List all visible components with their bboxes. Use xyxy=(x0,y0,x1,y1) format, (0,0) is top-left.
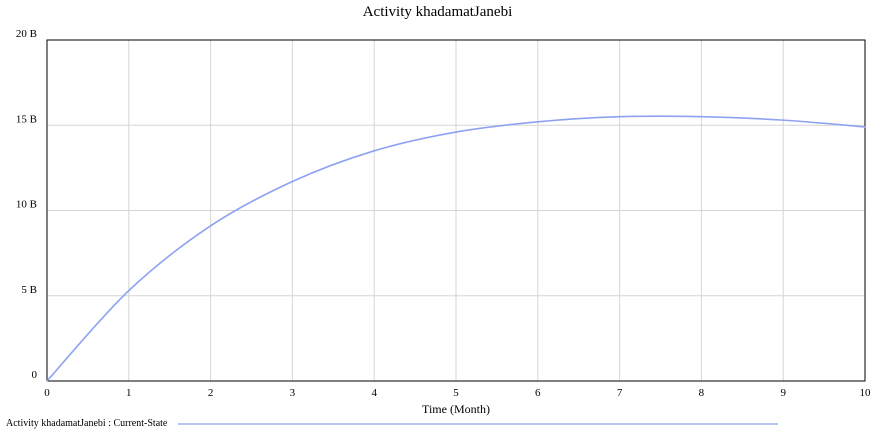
y-tick-label: 5 B xyxy=(21,284,37,296)
data-point xyxy=(209,225,212,227)
y-tick-label: 15 B xyxy=(16,113,37,125)
data-point xyxy=(618,115,621,118)
x-axis-label: Time (Month) xyxy=(422,402,490,416)
data-point xyxy=(128,289,130,292)
x-tick-label: 8 xyxy=(699,387,705,399)
y-tick-label: 20 B xyxy=(16,28,37,40)
chart-title: Activity khadamatJanebi xyxy=(362,4,513,20)
x-tick-label: 3 xyxy=(290,387,296,399)
data-point xyxy=(700,115,703,118)
x-tick-label: 10 xyxy=(860,387,872,399)
data-point xyxy=(864,126,866,128)
y-tick-label: 10 B xyxy=(16,199,37,211)
series-line xyxy=(46,115,866,382)
x-tick-label: 0 xyxy=(44,387,50,399)
y-tick-label: 0 xyxy=(32,369,38,381)
x-tick-label: 9 xyxy=(780,387,786,399)
gridlines xyxy=(47,40,865,381)
data-point xyxy=(373,150,376,152)
x-tick-label: 1 xyxy=(126,387,132,399)
x-tick-label: 6 xyxy=(535,387,541,399)
series-lines xyxy=(46,115,866,382)
data-point xyxy=(291,180,294,183)
data-point xyxy=(46,380,48,382)
legend: Activity khadamatJanebi : Current-State xyxy=(6,418,778,434)
tick-labels: 0 1 2 3 4 5 6 7 8 9 10 0 5 B 10 B 15 B 20 B xyxy=(16,28,871,399)
x-tick-label: 4 xyxy=(371,387,377,399)
legend-label: Activity khadamatJanebi : Current-State xyxy=(6,418,168,429)
x-tick-label: 2 xyxy=(208,387,214,399)
data-point xyxy=(782,119,784,121)
data-point xyxy=(537,121,539,123)
data-point xyxy=(455,131,457,133)
plot-frame xyxy=(46,39,866,382)
legend-swatch xyxy=(177,423,778,425)
x-tick-label: 5 xyxy=(453,387,459,399)
x-tick-label: 7 xyxy=(617,387,623,399)
